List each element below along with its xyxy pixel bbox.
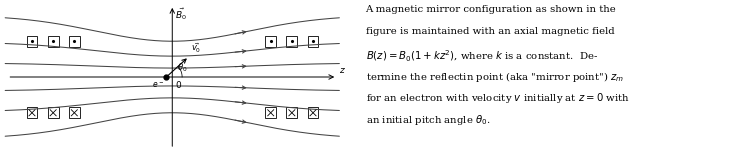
Text: for an electron with velocity $v$ initially at $z = 0$ with: for an electron with velocity $v$ initia… [366, 91, 629, 105]
Text: an initial pitch angle $\theta_0$.: an initial pitch angle $\theta_0$. [366, 113, 490, 127]
Text: $z$: $z$ [339, 66, 345, 75]
Text: termine the reflectin point (aka "mirror point") $z_m$: termine the reflectin point (aka "mirror… [366, 70, 624, 84]
Bar [265, 107, 276, 118]
Bar [48, 36, 58, 47]
Text: $e^-$: $e^-$ [152, 80, 164, 90]
Bar [26, 107, 37, 118]
Bar [308, 107, 318, 118]
Text: $\vec{B_0}$: $\vec{B_0}$ [175, 6, 187, 22]
Bar [308, 36, 318, 47]
Bar [265, 36, 276, 47]
Text: $\theta_0$: $\theta_0$ [178, 61, 188, 74]
Bar [48, 107, 58, 118]
Bar [286, 36, 297, 47]
Bar [286, 107, 297, 118]
Text: $B(z) = B_0(1 + kz^2)$, where $k$ is a constant.  De-: $B(z) = B_0(1 + kz^2)$, where $k$ is a c… [366, 48, 598, 64]
Bar [69, 107, 79, 118]
Text: 0: 0 [175, 81, 181, 90]
Text: figure is maintained with an axial magnetic field: figure is maintained with an axial magne… [366, 27, 614, 36]
Bar [69, 36, 79, 47]
Bar [26, 36, 37, 47]
Text: $\vec{v_0}$: $\vec{v_0}$ [191, 42, 201, 55]
Text: A magnetic mirror configuration as shown in the: A magnetic mirror configuration as shown… [366, 5, 616, 14]
